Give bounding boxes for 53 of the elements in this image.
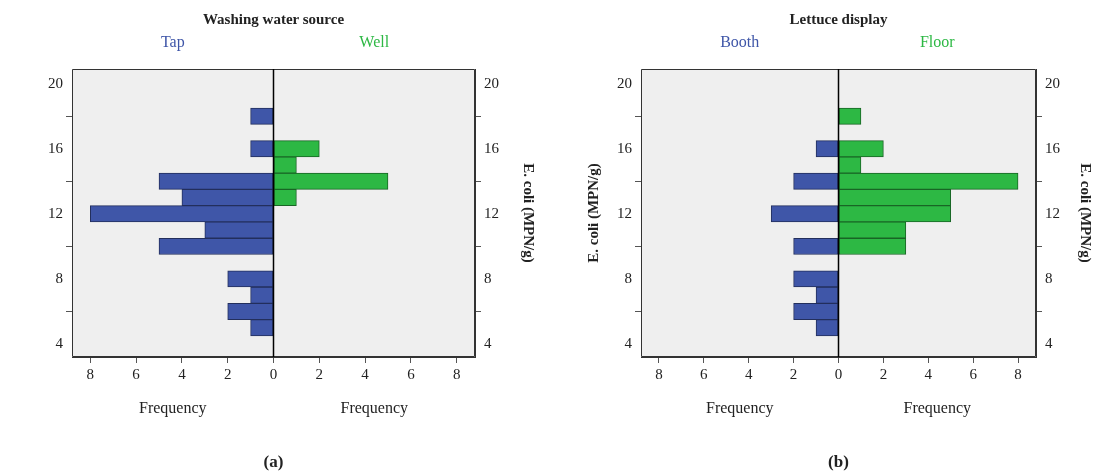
text: (a) bbox=[263, 452, 284, 472]
x-tick-label: 2 bbox=[223, 365, 232, 382]
y-tick-label: 12 bbox=[48, 204, 63, 221]
y-tick-label: 16 bbox=[617, 139, 633, 156]
y-tick-label: 8 bbox=[55, 269, 63, 286]
x-axis-title: Frequency bbox=[705, 399, 774, 418]
x-axis-title: Frequency bbox=[138, 399, 207, 418]
y2-tick-label: 8 bbox=[1045, 269, 1053, 286]
x-tick-label: 0 bbox=[834, 365, 843, 382]
y-tick-label: 16 bbox=[48, 139, 64, 156]
y2-tick-label: 4 bbox=[1045, 334, 1053, 351]
y2-tick-label: 8 bbox=[484, 269, 492, 286]
y2-tick-label: 20 bbox=[484, 74, 499, 91]
y2-tick-label: 16 bbox=[1045, 139, 1061, 156]
text: Frequency bbox=[340, 399, 409, 417]
y-tick-label: 4 bbox=[55, 334, 64, 351]
x-tick-label: 2 bbox=[789, 365, 798, 382]
y-tick-label: 20 bbox=[48, 74, 63, 91]
x-tick-label: 2 bbox=[879, 365, 888, 382]
x-tick-label: 6 bbox=[969, 365, 978, 382]
x-tick-label: 4 bbox=[924, 365, 933, 382]
text: Floor bbox=[919, 33, 956, 51]
x-tick-label: 8 bbox=[452, 365, 461, 382]
y2-tick-label: 4 bbox=[484, 334, 492, 351]
y-tick-label: 4 bbox=[624, 334, 633, 351]
x-tick-label: 8 bbox=[86, 365, 95, 382]
text: Booth bbox=[720, 33, 760, 51]
x-tick-label: 8 bbox=[1014, 365, 1022, 382]
x-tick-label: 6 bbox=[132, 365, 141, 382]
y2-tick-label: 16 bbox=[484, 139, 500, 156]
x-tick-label: 2 bbox=[315, 365, 324, 382]
y2-axis-title: E. coli (MPN/g) bbox=[520, 163, 538, 263]
text: Well bbox=[359, 33, 390, 51]
text: (b) bbox=[828, 452, 849, 472]
y-tick-label: 12 bbox=[617, 204, 632, 221]
y2-axis-title: E. coli (MPN/g) bbox=[1077, 163, 1095, 263]
text: Tap bbox=[160, 33, 185, 52]
chart-title: Washing water source bbox=[202, 10, 345, 27]
x-tick-label: 0 bbox=[269, 365, 278, 382]
text: Frequency bbox=[903, 399, 972, 417]
y-axis-title: E. coli (MPN/g) bbox=[584, 163, 602, 263]
y2-tick-label: 20 bbox=[1045, 74, 1060, 91]
y2-tick-label: 12 bbox=[1045, 204, 1060, 221]
x-tick-label: 6 bbox=[700, 365, 709, 382]
chart-title: Lettuce display bbox=[789, 10, 888, 27]
x-tick-label: 4 bbox=[178, 365, 187, 382]
x-tick-label: 6 bbox=[407, 365, 416, 382]
y2-tick-label: 12 bbox=[484, 204, 499, 221]
x-tick-label: 8 bbox=[655, 365, 663, 382]
y-tick-label: 20 bbox=[617, 74, 632, 91]
y-tick-label: 8 bbox=[624, 269, 632, 286]
x-tick-label: 4 bbox=[361, 365, 370, 382]
x-tick-label: 4 bbox=[744, 365, 753, 382]
